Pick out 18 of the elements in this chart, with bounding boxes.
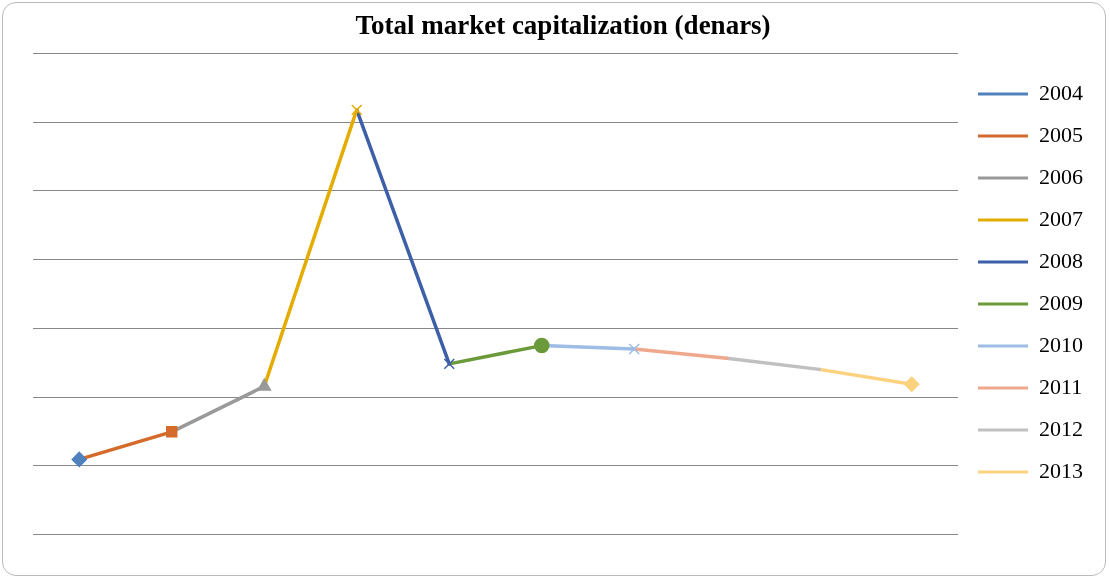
legend-label: 2013: [1039, 457, 1083, 483]
legend-label: 2007: [1039, 205, 1083, 231]
point: [443, 358, 455, 370]
point: [628, 343, 640, 355]
legend-label: 2012: [1039, 415, 1083, 441]
point: [534, 337, 550, 354]
legend-label: 2008: [1039, 247, 1083, 273]
chart-title: Total market capitalization (denars): [355, 10, 771, 41]
legend-label: 2009: [1039, 289, 1083, 315]
point: [904, 376, 920, 392]
legend-label: 2006: [1039, 163, 1083, 189]
legend-label: 2004: [1039, 79, 1083, 105]
legend-label: 2010: [1039, 331, 1083, 357]
legend-label: 2011: [1039, 373, 1083, 399]
point: [71, 451, 87, 468]
point: [166, 426, 178, 438]
legend-label: 2005: [1039, 121, 1083, 147]
point: [351, 104, 363, 116]
